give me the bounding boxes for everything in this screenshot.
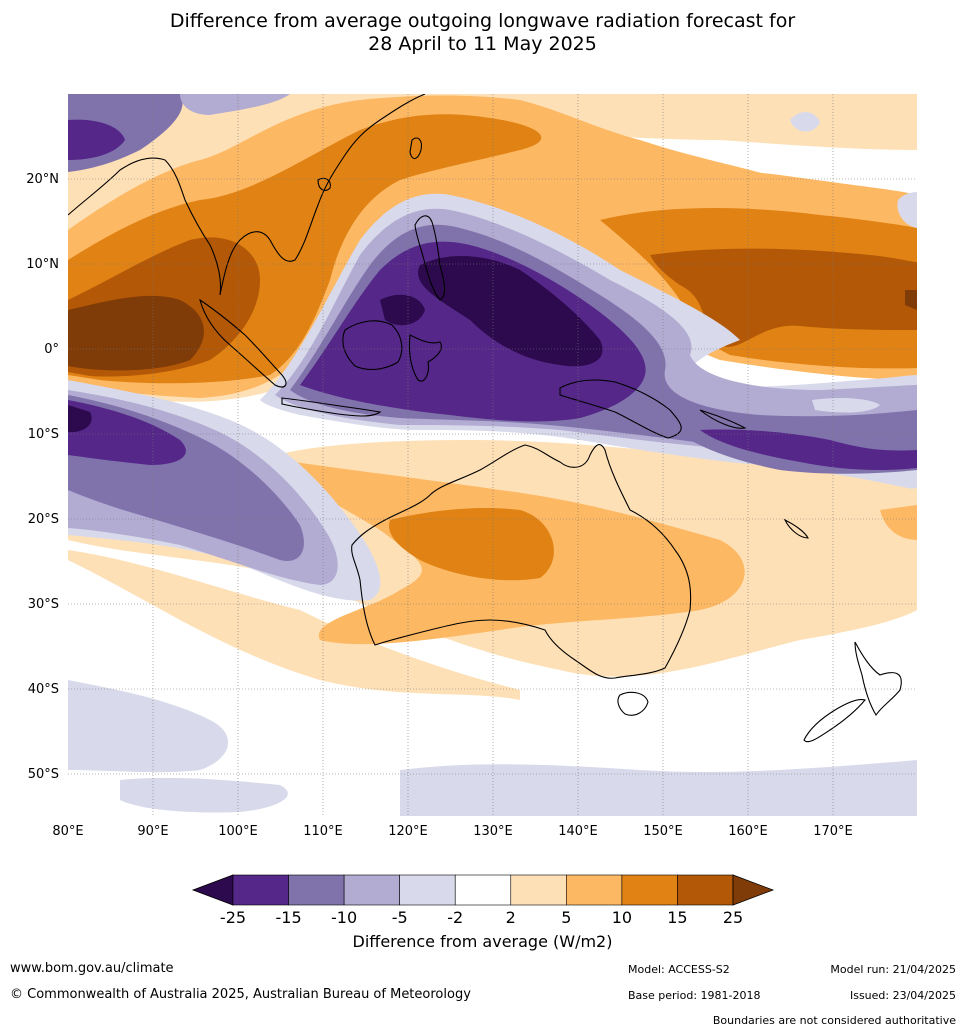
lon-label: 120°E — [388, 824, 428, 839]
longitude-labels: 80°E 90°E 100°E 110°E 120°E 130°E 140°E … — [52, 824, 852, 839]
anomaly-region-pacific-darkest — [905, 290, 917, 310]
lon-label: 100°E — [218, 824, 258, 839]
anomaly-region-lower-tan — [68, 550, 520, 700]
coastline-solomons — [699, 409, 747, 429]
colorbar-extend-high — [732, 874, 775, 906]
colorbar-swatch — [677, 874, 734, 906]
anomaly-region-south-lavender-3 — [120, 777, 288, 813]
title-line-1: Difference from average outgoing longwav… — [169, 10, 796, 32]
anomaly-region-mc-dark — [300, 241, 646, 422]
lon-label: 160°E — [728, 824, 768, 839]
anomaly-region-nw-dark — [68, 119, 125, 160]
lon-label: 150°E — [643, 824, 683, 839]
anomaly-region-mc-darkest-2 — [380, 294, 425, 326]
footer-disclaimer: Boundaries are not considered authoritat… — [712, 1014, 956, 1027]
colorbar-swatch — [288, 874, 345, 906]
colorbar-tick-label: 2 — [506, 908, 516, 927]
coastline-taiwan — [409, 137, 422, 160]
lat-label: 10°S — [28, 427, 59, 442]
lat-label: 0° — [44, 342, 59, 357]
footer-issued: Issued: 23/04/2025 — [849, 989, 956, 1002]
colorbar-swatch — [510, 874, 567, 906]
lon-label: 90°E — [137, 824, 168, 839]
anomaly-region-east-orange — [880, 505, 917, 540]
coastline-borneo — [342, 320, 403, 371]
coastline-new-caledonia — [783, 518, 809, 539]
colorbar-extend-low — [191, 874, 234, 906]
coastline-new-zealand-south — [803, 698, 866, 743]
colorbar-tick-label: -2 — [447, 908, 463, 927]
colorbar-tick-label: -25 — [220, 908, 246, 927]
anomaly-region-spcz-dark — [700, 429, 917, 470]
footer-url[interactable]: www.bom.gov.au/climate — [10, 961, 174, 976]
map-title: Difference from average outgoing longwav… — [0, 10, 965, 56]
colorbar-swatch — [566, 874, 623, 906]
lat-label: 50°S — [28, 767, 59, 782]
lon-label: 130°E — [473, 824, 513, 839]
anomaly-region-south-lavender-2 — [400, 760, 917, 816]
anomaly-region-north-darkest — [68, 295, 204, 371]
colorbar-ticks: -25 -15 -10 -5 -2 2 5 10 15 25 — [220, 908, 743, 927]
coastline-sumatra — [199, 298, 287, 388]
coastline-asia — [68, 94, 426, 296]
footer-model: Model: ACCESS-S2 — [628, 963, 730, 976]
colorbar-tick-label: -10 — [331, 908, 357, 927]
colorbar-tick-label: 15 — [667, 908, 687, 927]
coastline-hainan — [317, 177, 331, 191]
anomaly-field — [68, 94, 917, 816]
footer-copyright: © Commonwealth of Australia 2025, Austra… — [10, 987, 471, 1002]
colorbar-swatch — [399, 874, 456, 906]
coastlines — [68, 94, 902, 743]
lat-label: 40°S — [28, 682, 59, 697]
lon-label: 110°E — [303, 824, 343, 839]
coastline-new-zealand-north — [854, 641, 902, 717]
lon-label: 80°E — [52, 824, 83, 839]
footer-model-run: Model run: 21/04/2025 — [830, 963, 956, 976]
colorbar-tick-label: 5 — [561, 908, 571, 927]
colorbar-swatch — [232, 874, 289, 906]
anomaly-region-mc-darkest — [418, 255, 603, 367]
colorbar-swatch — [343, 874, 400, 906]
latitude-labels: 20°N 10°N 0° 10°S 20°S 30°S 40°S 50°S — [26, 172, 59, 782]
lat-label: 10°N — [26, 257, 59, 272]
anomaly-region-io-darkest — [68, 405, 92, 432]
colorbar-tick-label: -5 — [392, 908, 408, 927]
lat-label: 20°N — [26, 172, 59, 187]
coastline-tasmania — [617, 691, 649, 716]
anomaly-region-io-dark — [68, 400, 186, 465]
coastline-java — [281, 397, 382, 417]
title-line-2: 28 April to 11 May 2025 — [368, 33, 597, 55]
anomaly-region-ne-lavender-2 — [897, 192, 917, 228]
colorbar-tick-label: 10 — [612, 908, 632, 927]
colorbar-tick-label: -15 — [275, 908, 301, 927]
colorbar-swatch — [621, 874, 678, 906]
anomaly-region-nw-light — [180, 94, 290, 115]
coastline-sulawesi — [408, 334, 442, 382]
anomaly-region-e-lavender — [812, 397, 880, 413]
coastline-australia — [351, 444, 692, 679]
anomaly-region-ne-lavender — [790, 111, 820, 132]
colorbar-title: Difference from average (W/m2) — [352, 932, 613, 951]
colorbar-tick-label: 25 — [723, 908, 743, 927]
lat-label: 20°S — [28, 512, 59, 527]
lon-label: 140°E — [558, 824, 598, 839]
footer-base-period: Base period: 1981-2018 — [628, 989, 761, 1002]
lat-label: 30°S — [28, 597, 59, 612]
lon-label: 170°E — [813, 824, 853, 839]
olr-anomaly-map: 20°N 10°N 0° 10°S 20°S 30°S 40°S 50°S 80… — [26, 94, 917, 839]
colorbar-swatches — [191, 874, 775, 906]
coastline-philippines — [414, 215, 446, 301]
anomaly-region-australia-dark-orange — [389, 508, 554, 581]
colorbar-swatch — [454, 874, 512, 906]
graticule — [68, 94, 917, 816]
anomaly-region-south-lavender — [68, 680, 229, 773]
coastline-new-guinea — [559, 379, 682, 439]
